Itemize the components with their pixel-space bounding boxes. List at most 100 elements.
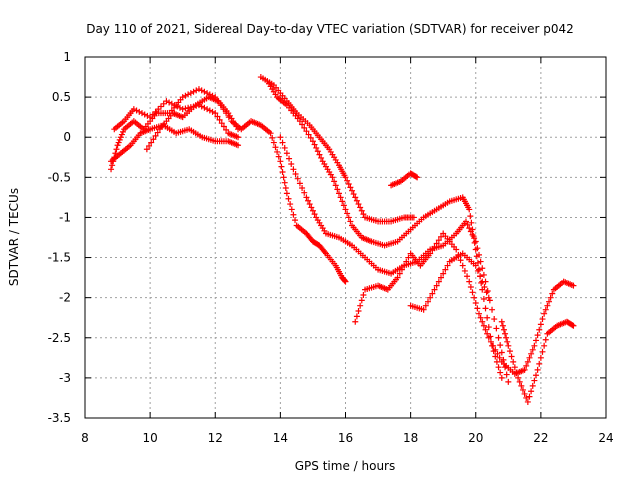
data-point <box>483 289 490 296</box>
data-point <box>182 92 189 99</box>
data-point <box>542 336 549 343</box>
data-point <box>504 338 511 345</box>
data-point <box>290 211 297 218</box>
data-point <box>480 271 487 278</box>
data-point <box>282 185 289 192</box>
data-point <box>220 123 227 130</box>
data-point <box>179 94 186 101</box>
data-point <box>521 366 528 373</box>
data-point <box>466 206 473 213</box>
data-point <box>486 297 493 304</box>
data-point <box>116 136 123 143</box>
y-tick-label: -1 <box>59 210 71 224</box>
data-point <box>130 106 137 113</box>
data-point <box>168 100 175 107</box>
data-point <box>318 154 325 161</box>
data-point <box>403 258 410 265</box>
data-point <box>235 134 242 141</box>
data-point <box>484 330 491 337</box>
data-point <box>340 202 347 209</box>
data-point <box>342 278 349 285</box>
data-point <box>357 204 364 211</box>
data-point <box>212 110 219 117</box>
data-point <box>489 306 496 313</box>
data-point <box>440 270 447 277</box>
data-point <box>479 265 486 272</box>
data-point <box>345 181 352 188</box>
data-point <box>480 322 487 329</box>
data-point <box>537 321 544 328</box>
data-point <box>529 382 536 389</box>
data-point <box>401 262 408 269</box>
data-point <box>353 197 360 204</box>
data-point <box>539 348 546 355</box>
data-point <box>477 258 484 265</box>
data-point <box>549 290 556 297</box>
data-point <box>462 218 469 225</box>
data-point <box>505 378 512 385</box>
data-point <box>350 191 357 198</box>
data-point <box>433 282 440 289</box>
data-point <box>479 278 486 285</box>
data-point <box>396 270 403 277</box>
data-point <box>311 211 318 218</box>
data-point <box>360 291 367 298</box>
data-point <box>108 166 115 173</box>
data-point <box>147 114 154 121</box>
data-point <box>427 294 434 301</box>
data-point <box>491 316 498 323</box>
data-point <box>141 111 148 118</box>
data-point <box>502 330 509 337</box>
data-point <box>502 364 509 371</box>
data-point <box>431 243 438 250</box>
data-point <box>288 160 295 167</box>
chart-title: Day 110 of 2021, Sidereal Day-to-day VTE… <box>86 22 574 36</box>
data-point <box>516 378 523 385</box>
data-point <box>531 377 538 384</box>
data-point <box>193 87 200 94</box>
data-point <box>485 294 492 301</box>
data-point <box>570 282 577 289</box>
data-point <box>495 334 502 341</box>
data-point <box>413 173 420 180</box>
data-point <box>478 279 485 286</box>
data-point <box>270 139 277 146</box>
data-point <box>492 346 499 353</box>
data-point <box>472 300 479 307</box>
data-point <box>360 211 367 218</box>
data-point <box>467 228 474 235</box>
series-arc-4 <box>143 94 242 153</box>
data-point <box>269 134 276 141</box>
data-point <box>352 318 359 325</box>
data-point <box>109 162 116 169</box>
data-point <box>505 342 512 349</box>
data-point <box>494 350 501 357</box>
data-point <box>214 113 221 120</box>
data-point <box>301 189 308 196</box>
data-point <box>429 290 436 297</box>
data-point <box>344 177 351 184</box>
data-point <box>511 364 518 371</box>
series-arc-6 <box>264 78 505 381</box>
data-point <box>534 366 541 373</box>
data-point <box>313 144 320 151</box>
data-point <box>303 128 310 135</box>
data-point <box>482 305 489 312</box>
data-point <box>485 324 492 331</box>
data-point <box>160 100 167 107</box>
data-point <box>464 221 471 228</box>
data-point <box>477 314 484 321</box>
data-point <box>444 262 451 269</box>
data-point <box>185 91 192 98</box>
data-point <box>542 306 549 313</box>
data-point <box>292 170 299 177</box>
data-point <box>335 190 342 197</box>
series-arc-9 <box>388 170 421 189</box>
data-point <box>201 104 208 111</box>
data-point <box>431 286 438 293</box>
data-point <box>498 318 505 325</box>
data-point <box>508 353 515 360</box>
data-point <box>179 106 186 113</box>
data-point <box>334 186 341 193</box>
